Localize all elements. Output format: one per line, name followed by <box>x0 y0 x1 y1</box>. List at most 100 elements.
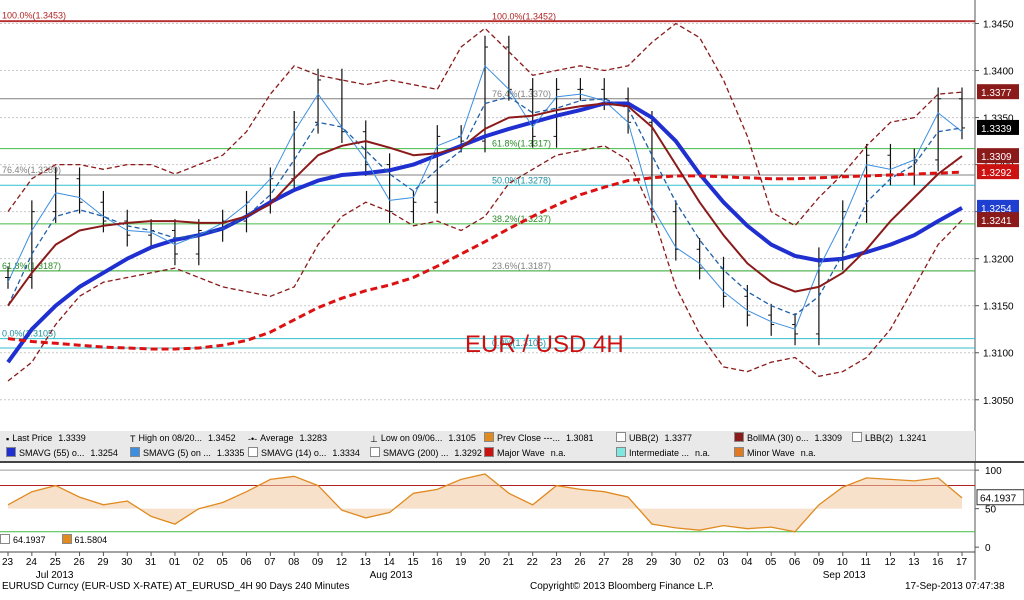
legend-label: SMAVG (200) ... <box>383 448 449 458</box>
rsi-tick-label: 100 <box>985 466 1002 477</box>
rsi-legend-item: 61.5804 <box>61 534 116 545</box>
date-tick-label: 13 <box>908 557 920 568</box>
legend-value: n.a. <box>800 448 816 458</box>
rsi-tag-label: 64.1937 <box>980 494 1017 505</box>
legend-swatch <box>484 447 494 457</box>
legend-item: -•- Average 1.3283 <box>248 431 327 447</box>
series-ubb-2 <box>7 22 963 227</box>
legend-item: SMAVG (5) on ... 1.3335 <box>130 446 244 461</box>
rsi-legend-swatch <box>0 534 10 544</box>
legend-item: ⊥ Low on 09/06... 1.3105 <box>370 431 476 447</box>
legend-item: SMAVG (200) ... 1.3292 <box>370 446 482 461</box>
legend-swatch <box>734 447 744 457</box>
legend-value: 1.3292 <box>454 448 482 458</box>
date-tick-label: 24 <box>26 557 38 568</box>
date-tick-label: 06 <box>789 557 801 568</box>
date-tick-label: 09 <box>813 557 825 568</box>
fib-level-label: 0.0%(1.3105) <box>492 338 546 348</box>
price-tick-label: 1.3050 <box>983 396 1014 407</box>
date-tick-label: 12 <box>336 557 348 568</box>
rsi-legend-value: 61.5804 <box>74 535 108 545</box>
date-tick-label: 06 <box>241 557 253 568</box>
legend-value: 1.3241 <box>899 433 927 443</box>
rsi-legend-value: 64.1937 <box>13 535 46 545</box>
price-tag-label: 1.3377 <box>981 88 1012 99</box>
fib-level-label: 38.2%(1.3237) <box>492 214 551 224</box>
legend-swatch <box>616 447 626 457</box>
legend-label: LBB(2) <box>865 433 894 443</box>
legend-label: Average <box>260 433 294 443</box>
footer: EURUSD Curncy (EUR-USD X-RATE) AT_EURUSD… <box>0 581 1024 595</box>
date-tick-label: 15 <box>407 557 419 568</box>
rsi-tag <box>976 489 1024 506</box>
legend-value: 1.3283 <box>299 433 328 443</box>
price-tag <box>977 199 1019 215</box>
series-smavg-200 <box>7 170 963 351</box>
date-tick-label: 26 <box>574 557 586 568</box>
date-tick-label: 05 <box>217 557 229 568</box>
legend-label: Last Price <box>12 433 53 443</box>
legend-label: UBB(2) <box>629 433 659 443</box>
date-tick-label: 31 <box>145 557 157 568</box>
series-smavg-55 <box>6 101 963 364</box>
legend-label: SMAVG (55) o... <box>19 448 85 458</box>
price-tag <box>977 148 1019 164</box>
legend-item: T High on 08/20... 1.3452 <box>130 431 236 447</box>
date-tick-label: 04 <box>741 557 753 568</box>
legend-value: 1.3254 <box>90 448 118 458</box>
legend-value: n.a. <box>695 448 711 458</box>
legend-value: n.a. <box>550 448 566 458</box>
date-tick-label: 13 <box>360 557 372 568</box>
price-tick-label: 1.3200 <box>983 255 1014 266</box>
date-tick-label: 20 <box>479 557 491 568</box>
fib-level-label: 50.0%(1.3278) <box>492 175 551 185</box>
month-label: Sep 2013 <box>823 570 866 581</box>
date-tick-label: 03 <box>718 557 730 568</box>
legend-item: ▪ Last Price 1.3339 <box>6 431 86 447</box>
series-lbb-2 <box>7 145 963 382</box>
legend-label: Major Wave <box>497 448 545 458</box>
date-tick-label: 23 <box>551 557 563 568</box>
rsi-legend: 64.1937 61.5804 <box>0 534 123 545</box>
date-tick-label: 11 <box>861 557 872 568</box>
legend-value: 1.3105 <box>448 433 476 443</box>
date-tick-label: 17 <box>956 557 968 568</box>
legend-label: Minor Wave <box>747 448 795 458</box>
rsi-legend-swatch <box>61 534 72 544</box>
price-tick-label: 1.3450 <box>983 20 1014 31</box>
legend-swatch <box>248 447 258 457</box>
date-tick-label: 05 <box>765 557 777 568</box>
legend-label: Prev Close ---... <box>497 433 561 443</box>
legend-swatch: -•- <box>248 434 258 444</box>
legend-item: LBB(2) 1.3241 <box>852 431 927 446</box>
legend-item: BollMA (30) o... 1.3309 <box>734 431 842 446</box>
chart-legend: ▪ Last Price 1.3339 T High on 08/20... 1.3452… <box>0 431 975 461</box>
month-label: Aug 2013 <box>370 570 413 581</box>
legend-swatch <box>852 432 862 442</box>
fib-level-label: 76.4%(1.3289) <box>2 165 61 175</box>
date-tick-label: 27 <box>598 557 610 568</box>
date-tick-label: 08 <box>288 557 300 568</box>
price-tag-label: 1.3339 <box>981 124 1012 135</box>
legend-swatch <box>484 432 494 442</box>
legend-swatch <box>370 447 380 457</box>
price-tick-label: 1.3100 <box>983 349 1014 360</box>
date-tick-label: 07 <box>264 557 276 568</box>
price-tag-label: 1.3254 <box>981 204 1012 215</box>
legend-value: 1.3335 <box>216 448 245 458</box>
legend-item: Prev Close ---... 1.3081 <box>484 431 594 446</box>
legend-label: SMAVG (14) o... <box>261 448 327 458</box>
chart-title: EUR / USD 4H <box>465 331 624 358</box>
fib-level-label: 100.0%(1.3453) <box>2 11 66 21</box>
legend-swatch: ▪ <box>6 434 10 444</box>
legend-value: 1.3334 <box>332 448 360 458</box>
date-tick-label: 02 <box>193 557 205 568</box>
price-tag <box>977 212 1019 228</box>
price-tag-label: 1.3292 <box>981 168 1012 179</box>
legend-value: 1.3339 <box>58 433 86 443</box>
legend-item: SMAVG (55) o... 1.3254 <box>6 446 118 461</box>
rsi-tick-label: 50 <box>985 505 997 516</box>
legend-swatch <box>130 447 140 457</box>
